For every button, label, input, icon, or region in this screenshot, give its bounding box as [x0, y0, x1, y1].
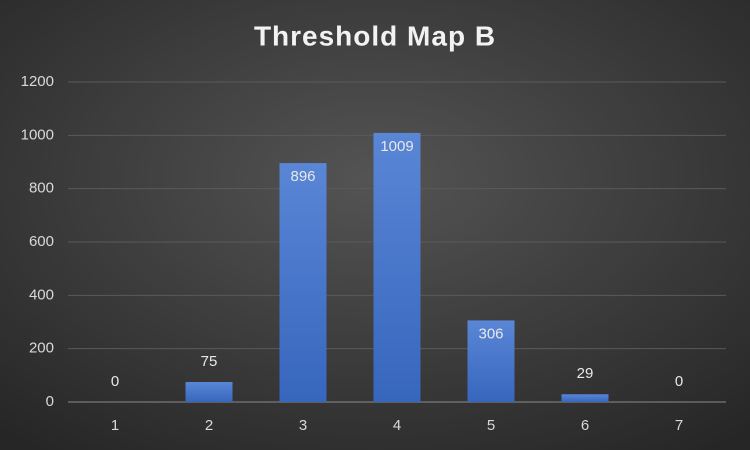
y-tick-label: 400 — [29, 286, 54, 303]
bar — [561, 394, 609, 402]
data-label: 75 — [201, 353, 218, 370]
y-tick-label: 0 — [46, 393, 54, 410]
x-tick-label: 3 — [299, 417, 307, 434]
x-tick-label: 4 — [393, 417, 401, 434]
bar — [279, 163, 327, 402]
data-label: 29 — [577, 365, 594, 382]
data-label: 896 — [290, 168, 315, 185]
chart-title: Threshold Map B — [254, 20, 496, 51]
y-tick-label: 600 — [29, 233, 54, 250]
x-tick-label: 5 — [487, 417, 495, 434]
x-tick-label: 1 — [111, 417, 119, 434]
x-tick-label: 6 — [581, 417, 589, 434]
x-tick-label: 2 — [205, 417, 213, 434]
bar — [467, 320, 515, 402]
y-tick-label: 200 — [29, 340, 54, 357]
bar — [185, 382, 233, 402]
data-label: 0 — [675, 373, 683, 390]
x-tick-label: 7 — [675, 417, 683, 434]
data-label: 1009 — [380, 138, 413, 155]
data-label: 306 — [478, 325, 503, 342]
y-tick-label: 1200 — [21, 73, 54, 90]
data-label: 0 — [111, 373, 119, 390]
y-tick-label: 1000 — [21, 126, 54, 143]
y-tick-label: 800 — [29, 180, 54, 197]
bar — [373, 132, 421, 402]
